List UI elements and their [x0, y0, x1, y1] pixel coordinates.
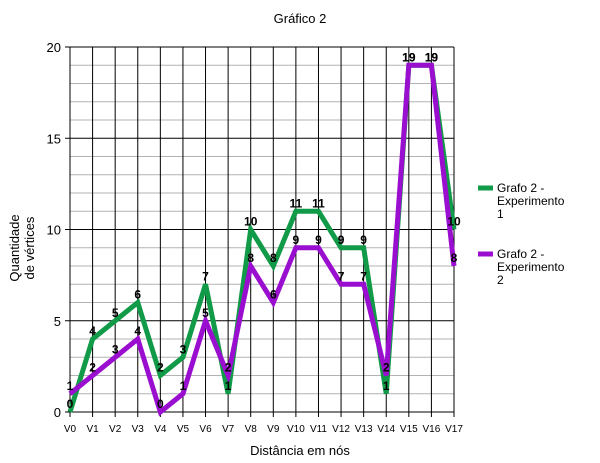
x-tick-label: V14 — [377, 424, 395, 435]
data-label-s1: 3 — [180, 342, 187, 356]
y-axis-title-line: de vértices — [22, 216, 37, 279]
x-tick-label: V0 — [64, 424, 77, 435]
y-axis-title: Quantidade de vértices — [7, 214, 37, 281]
data-label-s1: 11 — [290, 196, 303, 210]
data-label-s1: 1 — [383, 379, 390, 393]
data-label-s2: 7 — [338, 269, 345, 283]
data-label-s1: 19 — [402, 50, 416, 64]
data-label-s2: 19 — [425, 50, 439, 64]
data-label-s2: 4 — [134, 324, 141, 338]
grid — [69, 46, 455, 413]
y-tick-label: 15 — [47, 131, 61, 146]
series-lines — [67, 62, 457, 417]
x-tick-label: V7 — [222, 424, 235, 435]
y-tick-label: 5 — [54, 314, 61, 329]
data-label-s1: 1 — [225, 379, 232, 393]
x-tick-label: V16 — [423, 424, 441, 435]
data-label-s2: 19 — [402, 50, 416, 64]
data-label-s1: 10 — [244, 215, 258, 229]
x-tick-label: V1 — [86, 424, 99, 435]
x-tick-label: V6 — [199, 424, 212, 435]
y-tick-label: 0 — [54, 405, 61, 420]
series-line-2 — [68, 62, 457, 417]
data-label-s1: 10 — [447, 215, 461, 229]
data-label-s1: 0 — [67, 397, 74, 411]
data-label-s2: 9 — [315, 233, 322, 247]
data-label-s1: 19 — [425, 50, 439, 64]
legend-entry-text: Grafo 2 - — [497, 181, 544, 195]
data-label-s1: 9 — [360, 233, 367, 247]
data-label-s2: 3 — [112, 342, 119, 356]
legend-entry-text: Experimento — [497, 194, 565, 208]
data-label-s2: 2 — [383, 361, 390, 375]
data-label-s1: 7 — [202, 269, 209, 283]
x-tick-label: V11 — [310, 424, 327, 435]
data-label-s2: 8 — [451, 251, 458, 265]
data-label-s1: 6 — [134, 288, 141, 302]
legend-entry-text: 1 — [497, 207, 504, 221]
x-tick-label: V3 — [132, 424, 145, 435]
data-label-s2: 0 — [157, 397, 164, 411]
data-label-s2: 1 — [180, 379, 187, 393]
data-label-s1: 4 — [89, 324, 96, 338]
data-label-s2: 9 — [293, 233, 300, 247]
x-tick-label: V9 — [267, 424, 280, 435]
x-tick-label: V2 — [109, 424, 122, 435]
data-label-s1: 2 — [157, 361, 164, 375]
data-label-s2: 6 — [270, 288, 277, 302]
data-label-s2: 2 — [89, 361, 96, 375]
x-tick-label: V4 — [154, 424, 167, 435]
data-label-s2: 8 — [247, 251, 254, 265]
data-label-s2: 5 — [202, 306, 209, 320]
x-axis-title: Distância em nós — [250, 443, 350, 458]
x-tick-label: V15 — [400, 424, 418, 435]
y-tick-label: 10 — [47, 223, 61, 238]
x-tick-label: V8 — [245, 424, 258, 435]
y-axis-title-line: Quantidade — [7, 214, 22, 281]
x-tick-label: V12 — [332, 424, 350, 435]
x-tick-label: V10 — [287, 424, 305, 435]
data-label-s1: 9 — [338, 233, 345, 247]
data-label-s2: 1 — [67, 379, 74, 393]
x-tick-label: V13 — [355, 424, 373, 435]
y-tick-label: 20 — [47, 40, 61, 55]
data-label-s1: 8 — [270, 251, 277, 265]
x-tick-label: V5 — [177, 424, 190, 435]
legend-entry-text: Experimento — [497, 260, 565, 274]
legend-entry-text: 2 — [497, 273, 504, 287]
data-label-s1: 11 — [312, 196, 325, 210]
chart-title: Gráfico 2 — [274, 11, 327, 26]
legend-entry-text: Grafo 2 - — [497, 247, 544, 261]
data-label-s2: 7 — [360, 269, 367, 283]
data-label-s2: 2 — [225, 361, 232, 375]
data-label-s1: 5 — [112, 306, 119, 320]
x-tick-label: V17 — [445, 424, 463, 435]
